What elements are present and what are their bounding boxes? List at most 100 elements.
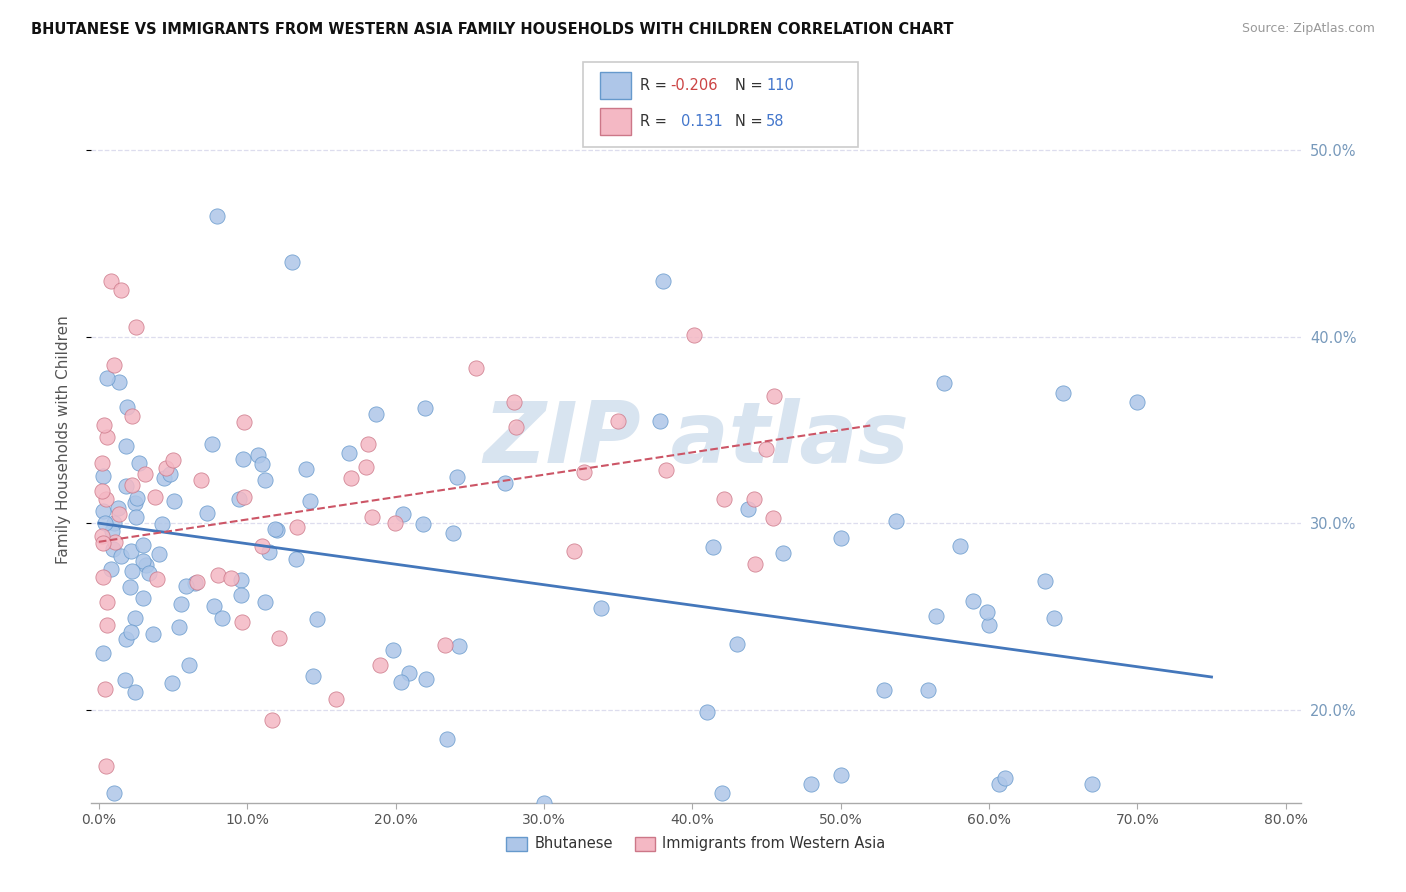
Point — [1081, 777, 1104, 791]
Point — [190, 473, 212, 487]
Point — [124, 611, 146, 625]
Text: 0.131: 0.131 — [681, 114, 723, 128]
Point — [655, 463, 678, 477]
Point — [91, 570, 114, 584]
Point — [917, 683, 939, 698]
Point — [108, 375, 131, 389]
Point — [121, 564, 143, 578]
Point — [280, 255, 302, 269]
Point — [354, 460, 377, 475]
Point — [103, 787, 125, 801]
Point — [93, 417, 115, 432]
Point — [195, 506, 218, 520]
Point — [250, 457, 273, 471]
Point — [433, 638, 456, 652]
Point — [90, 456, 112, 470]
Point — [145, 490, 167, 504]
Point — [762, 511, 785, 525]
Point — [202, 599, 225, 614]
Point — [340, 471, 363, 485]
Point — [167, 620, 190, 634]
Point — [763, 389, 786, 403]
Point — [135, 558, 157, 573]
Point — [446, 469, 468, 483]
Point — [361, 510, 384, 524]
Point — [925, 609, 948, 624]
Text: R =: R = — [640, 78, 671, 93]
Point — [436, 732, 458, 747]
Point — [830, 531, 852, 545]
Point — [96, 370, 118, 384]
Point — [91, 646, 114, 660]
Point — [100, 562, 122, 576]
Point — [120, 624, 142, 639]
Text: R =: R = — [640, 114, 671, 128]
Point — [412, 516, 434, 531]
Point — [231, 615, 253, 629]
Point — [737, 502, 759, 516]
Point — [337, 446, 360, 460]
Point — [153, 471, 176, 485]
Point — [710, 787, 733, 801]
Point — [987, 777, 1010, 791]
Point — [264, 522, 287, 536]
Text: 58: 58 — [766, 114, 785, 128]
Point — [110, 549, 132, 564]
Point — [413, 401, 436, 416]
Point — [96, 758, 118, 772]
Point — [325, 692, 347, 706]
Point — [91, 535, 114, 549]
Point — [259, 545, 281, 559]
Point — [934, 376, 956, 391]
Text: -0.206: -0.206 — [671, 78, 718, 93]
Point — [114, 673, 136, 687]
Point — [107, 507, 129, 521]
Point — [91, 469, 114, 483]
Point — [307, 612, 329, 626]
Point — [415, 672, 437, 686]
Text: 110: 110 — [766, 78, 794, 93]
Point — [170, 598, 193, 612]
Point — [572, 465, 595, 479]
Point — [285, 520, 308, 534]
Point — [382, 643, 405, 657]
Point — [125, 320, 148, 334]
Point — [1126, 395, 1149, 409]
Point — [357, 437, 380, 451]
Point — [146, 572, 169, 586]
Point — [302, 669, 325, 683]
Point — [389, 675, 412, 690]
Point — [132, 538, 155, 552]
Point — [683, 328, 706, 343]
Point — [121, 409, 143, 424]
Point — [184, 576, 207, 591]
Point — [607, 414, 630, 428]
Point — [589, 601, 612, 615]
Point — [148, 547, 170, 561]
Point — [207, 209, 229, 223]
Point — [562, 543, 585, 558]
Point — [159, 467, 181, 481]
Point — [285, 552, 308, 566]
Point — [949, 539, 972, 553]
Point — [115, 439, 138, 453]
Point — [713, 492, 735, 507]
Point — [800, 777, 823, 791]
Y-axis label: Family Households with Children: Family Households with Children — [56, 315, 70, 564]
Point — [132, 591, 155, 605]
Point — [650, 414, 672, 428]
Point — [1052, 385, 1074, 400]
Point — [994, 771, 1017, 785]
Text: Source: ZipAtlas.com: Source: ZipAtlas.com — [1241, 22, 1375, 36]
Point — [101, 542, 124, 557]
Text: N =: N = — [735, 78, 768, 93]
Point — [162, 452, 184, 467]
Point — [465, 360, 488, 375]
Point — [163, 494, 186, 508]
Point — [772, 546, 794, 560]
Point — [124, 684, 146, 698]
Point — [115, 632, 138, 646]
Point — [246, 448, 269, 462]
Point — [128, 456, 150, 470]
Point — [266, 523, 288, 537]
